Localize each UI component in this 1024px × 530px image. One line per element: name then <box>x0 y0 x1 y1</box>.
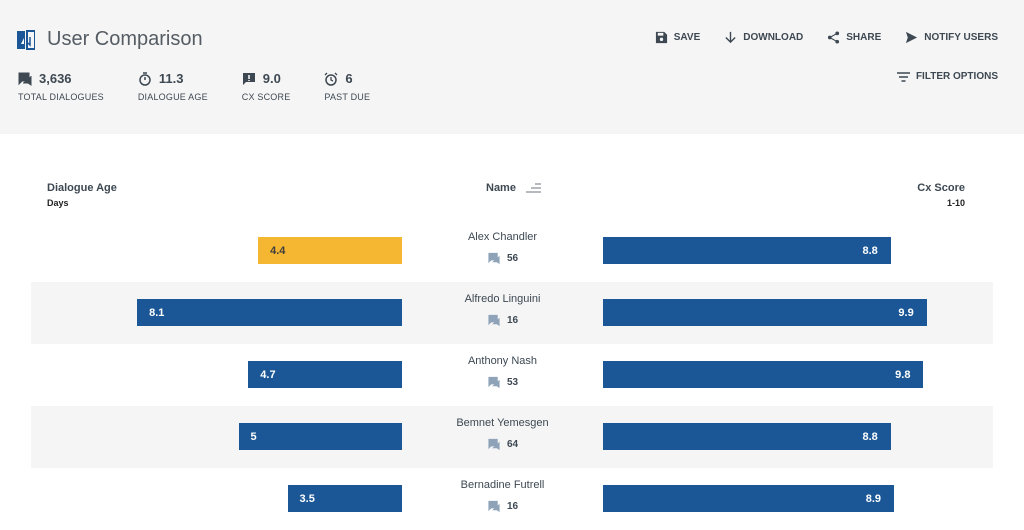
dialogue-count: 53 <box>402 376 603 389</box>
dialogue-age-bar: 4.7 <box>248 361 402 388</box>
download-button[interactable]: DOWNLOAD <box>724 31 803 44</box>
table-row[interactable]: 4.7 Anthony Nash 53 9.8 <box>31 344 993 406</box>
dialogue-age-bar: 5 <box>238 423 402 450</box>
name-header[interactable]: Name <box>486 182 541 194</box>
cx-score-bar: 8.9 <box>603 485 895 512</box>
save-icon <box>655 31 667 44</box>
chat-icon <box>488 500 500 513</box>
chat-icon <box>488 252 500 265</box>
dialogue-age-bar: 4.4 <box>258 237 402 264</box>
send-icon <box>906 31 918 44</box>
table-row[interactable]: 8.1 Alfredo Linguini 16 9.9 <box>31 282 993 344</box>
dialogue-age-bar: 3.5 <box>287 485 402 512</box>
sort-icon[interactable] <box>525 183 541 193</box>
dialogue-count: 16 <box>402 500 603 513</box>
share-icon <box>828 31 840 44</box>
cx-score-bar: 9.9 <box>603 299 927 326</box>
feedback-icon <box>242 72 255 85</box>
stopwatch-icon <box>139 71 151 86</box>
download-icon <box>725 31 736 44</box>
dialogue-age-header: Dialogue Age Days <box>47 182 117 208</box>
user-name[interactable]: Bemnet Yemesgen <box>456 417 549 429</box>
filter-options-button[interactable]: FILTER OPTIONS <box>896 71 998 82</box>
cx-score-header: Cx Score 1-10 <box>917 182 965 208</box>
table-row[interactable]: 5 Bemnet Yemesgen 64 8.8 <box>31 406 993 468</box>
dialogue-count: 56 <box>402 252 603 265</box>
cx-score-bar: 8.8 <box>603 423 891 450</box>
chat-icon <box>18 72 32 86</box>
share-button[interactable]: SHARE <box>827 31 881 44</box>
save-button[interactable]: SAVE <box>655 31 700 44</box>
cx-score-bar: 8.8 <box>603 237 891 264</box>
chat-icon <box>488 438 500 451</box>
chat-icon <box>488 376 500 389</box>
filter-icon <box>896 71 910 82</box>
cx-score-bar: 9.8 <box>603 361 924 388</box>
page-title: User Comparison <box>17 28 203 51</box>
user-name[interactable]: Anthony Nash <box>467 355 538 367</box>
compare-icon <box>17 29 35 50</box>
dialogue-count: 16 <box>402 314 603 327</box>
user-name[interactable]: Alex Chandler <box>467 231 538 243</box>
table-row[interactable]: 3.5 Bernadine Futrell 16 8.9 <box>31 468 993 530</box>
chat-icon <box>488 314 500 327</box>
alarm-icon <box>324 72 338 86</box>
stat-total-dialogues: 3,636 TOTAL DIALOGUES <box>18 71 104 102</box>
stat-past-due: 6 PAST DUE <box>324 71 371 102</box>
notify-users-button[interactable]: NOTIFY USERS <box>905 31 998 44</box>
table-row[interactable]: 4.4 Alex Chandler 56 8.8 <box>31 220 993 282</box>
dialogue-age-bar: 8.1 <box>137 299 402 326</box>
dialogue-count: 64 <box>402 438 603 451</box>
user-name[interactable]: Alfredo Linguini <box>464 293 541 305</box>
stat-dialogue-age: 11.3 DIALOGUE AGE <box>137 71 208 102</box>
stat-cx-score: 9.0 CX SCORE <box>241 71 291 102</box>
user-name[interactable]: Bernadine Futrell <box>460 479 545 491</box>
header: User Comparison 3,636 TOTAL DIALOGUES 11.3… <box>0 0 1024 134</box>
